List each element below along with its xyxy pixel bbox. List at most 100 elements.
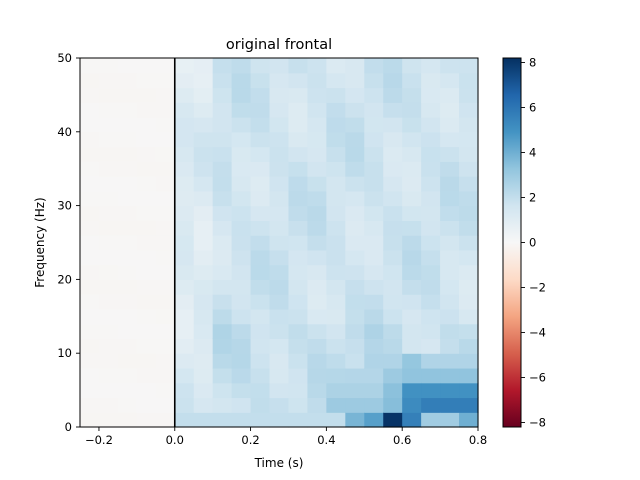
heatmap-cell: [174, 235, 195, 251]
heatmap-cell: [326, 279, 346, 295]
heatmap-cell: [459, 308, 479, 325]
heatmap-cell: [117, 72, 138, 89]
heatmap-cell: [98, 190, 119, 207]
heatmap-cell: [155, 382, 176, 399]
heatmap-cell: [269, 102, 290, 118]
heatmap-cell: [364, 102, 384, 118]
heatmap-cell: [402, 58, 422, 74]
heatmap-cell: [307, 308, 327, 325]
heatmap-cell: [80, 190, 100, 207]
heatmap-cell: [383, 205, 403, 221]
heatmap-cell: [288, 117, 309, 133]
heatmap-cell: [231, 146, 252, 162]
heatmap-cell: [440, 117, 460, 133]
heatmap-cell: [421, 412, 441, 428]
heatmap-cell: [459, 235, 479, 251]
heatmap-cell: [459, 249, 479, 266]
heatmap-cell: [155, 131, 176, 148]
heatmap-cell: [98, 220, 119, 236]
heatmap-cell: [250, 397, 271, 413]
heatmap-cell: [231, 117, 252, 133]
heatmap-cell: [80, 294, 100, 310]
heatmap-cell: [80, 367, 100, 384]
heatmap-cell: [364, 190, 384, 207]
heatmap-cell: [80, 58, 100, 74]
heatmap-cell: [421, 72, 441, 89]
heatmap-cell: [193, 279, 214, 295]
heatmap-cell: [80, 146, 100, 162]
heatmap-cell: [155, 279, 176, 295]
heatmap-cell: [440, 102, 460, 118]
heatmap-cell: [440, 190, 460, 207]
heatmap-cell: [288, 308, 309, 325]
heatmap-cell: [307, 102, 327, 118]
heatmap-cell: [269, 294, 290, 310]
heatmap-cell: [421, 367, 441, 384]
heatmap-cell: [269, 308, 290, 325]
colorbar-tick-label: 8: [529, 56, 536, 70]
heatmap-cell: [345, 382, 365, 399]
heatmap-cell: [364, 308, 384, 325]
heatmap-cell: [421, 87, 441, 103]
y-tick-label: 50: [57, 51, 72, 65]
heatmap-cell: [383, 338, 403, 354]
heatmap-cell: [212, 161, 233, 177]
heatmap-cell: [155, 264, 176, 280]
heatmap-cell: [440, 279, 460, 295]
heatmap-cell: [364, 294, 384, 310]
heatmap-cell: [307, 72, 327, 89]
heatmap-cell: [326, 353, 346, 369]
heatmap-cell: [307, 367, 327, 384]
heatmap-cell: [421, 235, 441, 251]
heatmap-cell: [440, 235, 460, 251]
heatmap-cell: [402, 323, 422, 340]
x-tick-label: 0.8: [469, 433, 487, 447]
heatmap-cell: [212, 308, 233, 325]
heatmap-cell: [98, 161, 119, 177]
heatmap-cell: [307, 382, 327, 399]
heatmap-cell: [174, 367, 195, 384]
heatmap-cell: [98, 397, 119, 413]
colorbar-tick-label: −8: [529, 416, 546, 430]
heatmap-cell: [136, 264, 157, 280]
heatmap-cell: [345, 412, 365, 428]
heatmap-cell: [459, 220, 479, 236]
heatmap-cell: [402, 412, 422, 428]
heatmap-cell: [345, 205, 365, 221]
heatmap-cell: [383, 264, 403, 280]
heatmap-cell: [307, 205, 327, 221]
heatmap-cell: [326, 161, 346, 177]
heatmap-cell: [193, 131, 214, 148]
heatmap-cell: [193, 264, 214, 280]
heatmap-cell: [288, 190, 309, 207]
heatmap-cell: [459, 412, 479, 428]
heatmap-cell: [440, 412, 460, 428]
heatmap-cell: [383, 412, 403, 428]
heatmap-cell: [364, 264, 384, 280]
heatmap-cell: [402, 382, 422, 399]
heatmap-cell: [117, 102, 138, 118]
heatmap-cell: [345, 87, 365, 103]
heatmap-cell: [250, 264, 271, 280]
heatmap-cell: [136, 323, 157, 340]
heatmap-cell: [326, 205, 346, 221]
heatmap-cell: [402, 235, 422, 251]
heatmap-cell: [383, 58, 403, 74]
heatmap-cell: [326, 367, 346, 384]
heatmap-cell: [231, 294, 252, 310]
heatmap-cell: [440, 131, 460, 148]
heatmap-cell: [326, 72, 346, 89]
x-tick-label: 0.6: [393, 433, 411, 447]
heatmap-cell: [345, 353, 365, 369]
heatmap-cell: [459, 176, 479, 192]
heatmap-cell: [326, 382, 346, 399]
heatmap-cell: [136, 205, 157, 221]
heatmap-cell: [383, 353, 403, 369]
heatmap-cell: [250, 382, 271, 399]
heatmap-cell: [155, 190, 176, 207]
heatmap-cell: [117, 397, 138, 413]
heatmap-cell: [136, 367, 157, 384]
heatmap-cell: [269, 146, 290, 162]
x-tick-label: 0.0: [166, 433, 184, 447]
